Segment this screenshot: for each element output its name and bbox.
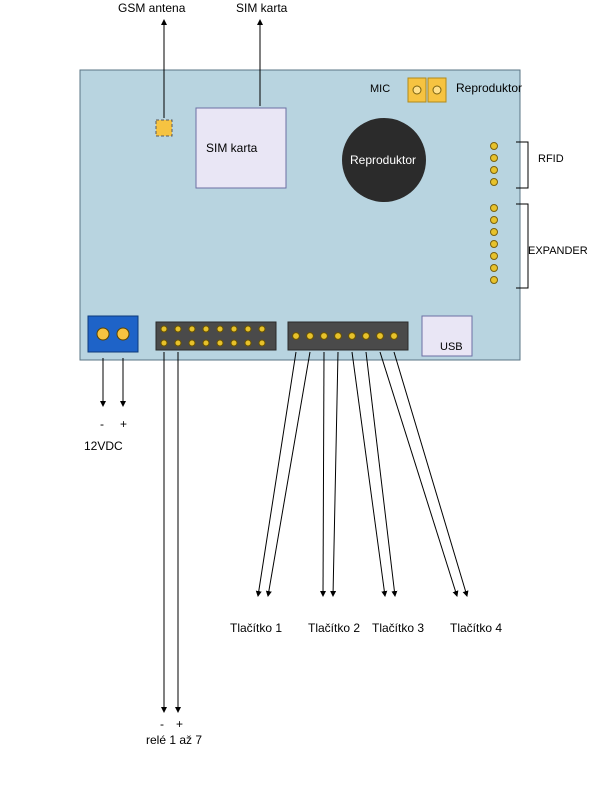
relay-pin	[175, 326, 181, 332]
expander-pin	[491, 277, 498, 284]
power-terminal	[117, 328, 129, 340]
button-header-pin	[321, 333, 328, 340]
relay-pin	[203, 326, 209, 332]
relay-pin	[189, 340, 195, 346]
power-minus: -	[100, 417, 104, 431]
expander-pin	[491, 265, 498, 272]
power-plus: +	[120, 417, 127, 431]
relay-pin	[217, 340, 223, 346]
rfid-pin	[491, 167, 498, 174]
relay-pin	[231, 340, 237, 346]
button-label-4: Tlačítko 4	[450, 621, 502, 635]
button-header-pin	[293, 333, 300, 340]
button-header-pin	[335, 333, 342, 340]
rfid-pin	[491, 155, 498, 162]
expander-pin	[491, 253, 498, 260]
button-label-2: Tlačítko 2	[308, 621, 360, 635]
audio-pin	[433, 86, 441, 94]
rfid-label: RFID	[538, 153, 564, 165]
speaker-label: Reproduktor	[350, 153, 416, 167]
button-arrow	[333, 352, 338, 596]
button-header-pin	[349, 333, 356, 340]
relay-pin	[231, 326, 237, 332]
rfid-pin	[491, 143, 498, 150]
gsm-antenna-label: GSM antena	[118, 1, 186, 15]
expander-pin	[491, 217, 498, 224]
relay-pin	[217, 326, 223, 332]
button-arrow	[394, 352, 467, 596]
audio-pin	[413, 86, 421, 94]
relay-header-block	[156, 322, 276, 350]
relay-pin	[259, 326, 265, 332]
button-arrow	[268, 352, 310, 596]
relay-minus: -	[160, 717, 164, 731]
button-header-pin	[377, 333, 384, 340]
sim-block-label: SIM karta	[206, 141, 258, 155]
usb-label: USB	[440, 341, 463, 353]
power-terminal	[97, 328, 109, 340]
power-vdc-label: 12VDC	[84, 439, 123, 453]
rfid-pin	[491, 179, 498, 186]
button-label-1: Tlačítko 1	[230, 621, 282, 635]
button-header-pin	[363, 333, 370, 340]
button-arrow	[323, 352, 324, 596]
power-block	[88, 316, 138, 352]
relay-pin	[189, 326, 195, 332]
button-arrow	[380, 352, 457, 596]
relay-range-label: relé 1 až 7	[146, 733, 202, 747]
relay-pin	[203, 340, 209, 346]
audio-reproduktor-label: Reproduktor	[456, 81, 522, 95]
button-arrow	[258, 352, 296, 596]
relay-pin	[175, 340, 181, 346]
relay-pin	[245, 326, 251, 332]
expander-pin	[491, 229, 498, 236]
button-header-block	[288, 322, 408, 350]
button-header-pin	[391, 333, 398, 340]
button-label-3: Tlačítko 3	[372, 621, 424, 635]
gsm-antenna-pad	[156, 120, 172, 136]
expander-label: EXPANDER	[528, 245, 588, 257]
mic-label: MIC	[370, 83, 390, 95]
relay-plus: +	[176, 717, 183, 731]
relay-pin	[245, 340, 251, 346]
relay-pin	[259, 340, 265, 346]
sim-top-label: SIM karta	[236, 1, 288, 15]
relay-pin	[161, 326, 167, 332]
expander-pin	[491, 241, 498, 248]
relay-pin	[161, 340, 167, 346]
expander-pin	[491, 205, 498, 212]
button-header-pin	[307, 333, 314, 340]
